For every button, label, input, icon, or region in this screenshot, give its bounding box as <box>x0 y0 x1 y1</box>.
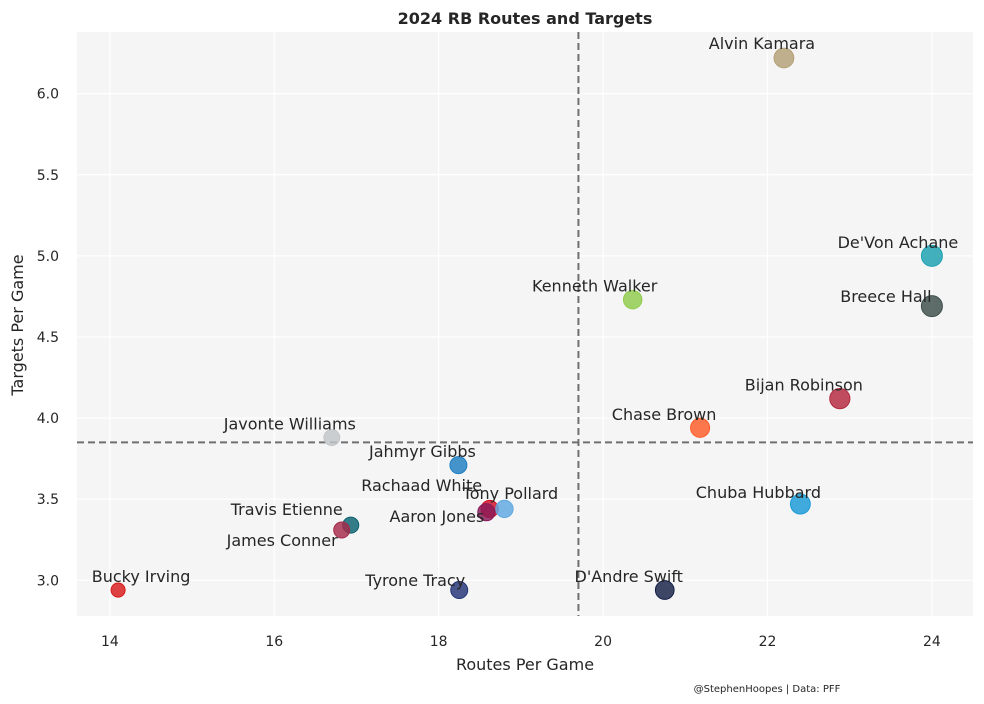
point-label: Aaron Jones <box>390 507 485 526</box>
data-point <box>920 244 943 267</box>
y-tick-label: 3.5 <box>37 492 59 508</box>
data-point <box>690 417 711 438</box>
data-point <box>333 521 351 539</box>
data-point <box>789 493 811 515</box>
point-label: D'Andre Swift <box>575 567 683 586</box>
data-point <box>449 456 468 475</box>
data-point <box>773 47 795 69</box>
point-label: Travis Etienne <box>230 500 343 519</box>
point-label: Bucky Irving <box>92 567 191 586</box>
point-label: Chuba Hubbard <box>696 483 821 502</box>
data-point <box>323 429 341 447</box>
y-tick-label: 5.0 <box>37 249 59 265</box>
point-label: Tyrone Tracy <box>364 571 465 590</box>
x-tick-label: 16 <box>265 634 283 650</box>
point-label: Kenneth Walker <box>532 277 658 296</box>
chart-title: 2024 RB Routes and Targets <box>398 9 653 28</box>
point-label: Jahmyr Gibbs <box>368 442 476 461</box>
reference-lines <box>77 32 973 616</box>
data-point <box>110 582 126 598</box>
data-point <box>477 503 496 522</box>
point-label: Rachaad White <box>361 476 482 495</box>
point-label: De'Von Achane <box>838 233 959 252</box>
y-tick-label: 4.0 <box>37 411 59 427</box>
data-point <box>654 580 675 600</box>
x-tick-label: 20 <box>594 634 612 650</box>
x-tick-label: 18 <box>430 634 448 650</box>
point-label: James Conner <box>226 531 338 550</box>
y-tick-label: 5.5 <box>37 168 59 184</box>
point-label: Bijan Robinson <box>745 376 863 395</box>
grid-lines <box>77 32 973 616</box>
data-point <box>495 499 514 519</box>
y-tick-label: 6.0 <box>37 87 59 103</box>
x-tick-labels: 14 16 18 20 22 24 <box>101 634 941 650</box>
y-tick-labels: 3.0 3.5 4.0 4.5 5.0 5.5 6.0 <box>37 87 59 590</box>
point-label: Alvin Kamara <box>709 34 815 53</box>
data-point <box>829 388 851 410</box>
x-tick-label: 14 <box>101 634 119 650</box>
point-label: Javonte Williams <box>223 415 356 434</box>
x-tick-label: 22 <box>759 634 777 650</box>
point-label: Chase Brown <box>612 405 717 424</box>
y-axis-label: Targets Per Game <box>8 254 27 396</box>
data-point <box>920 295 943 318</box>
data-point <box>450 581 469 600</box>
data-point <box>622 289 643 310</box>
x-tick-label: 24 <box>923 634 941 650</box>
y-tick-label: 3.0 <box>37 573 59 589</box>
plot-background <box>77 32 973 616</box>
data-points <box>110 47 943 600</box>
x-axis-label: Routes Per Game <box>456 655 594 674</box>
credit-text: @StephenHoopes | Data: PFF <box>694 684 841 695</box>
point-label: Tony Pollard <box>462 484 559 503</box>
y-tick-label: 4.5 <box>37 330 59 346</box>
point-labels: Alvin Kamara De'Von Achane Breece Hall Kenn… <box>92 34 958 590</box>
point-label: Breece Hall <box>840 287 931 306</box>
